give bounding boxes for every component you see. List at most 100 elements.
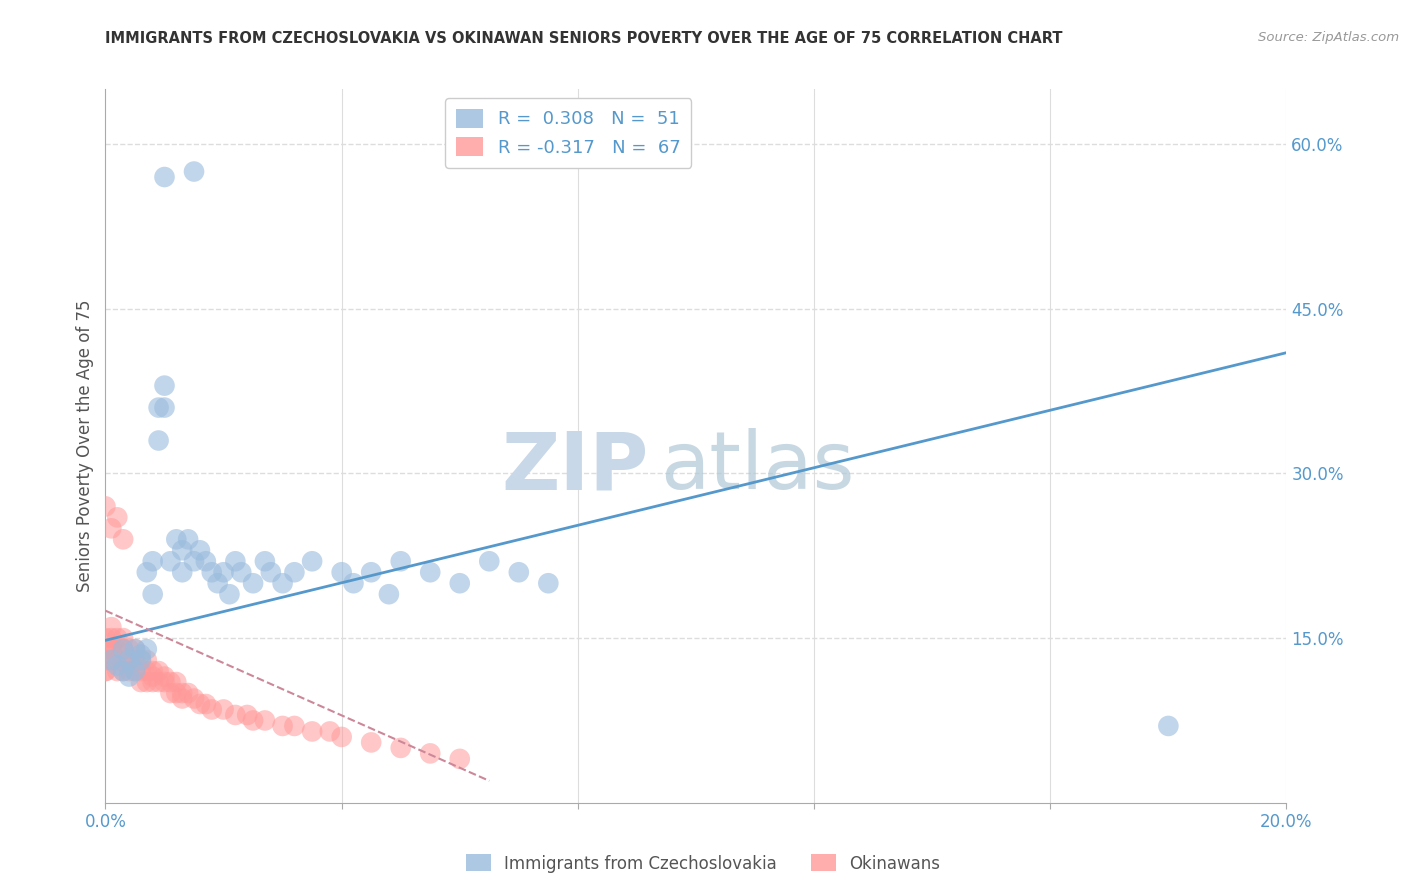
Legend: Immigrants from Czechoslovakia, Okinawans: Immigrants from Czechoslovakia, Okinawan…: [460, 847, 946, 880]
Point: [105, 664, 128, 678]
Point: [142, 587, 165, 601]
Point: [124, 642, 146, 657]
Point: [112, 664, 135, 678]
Point: [148, 664, 170, 678]
Point: [148, 401, 170, 415]
Text: atlas: atlas: [661, 428, 855, 507]
Point: [183, 554, 205, 568]
Point: [231, 566, 253, 580]
Point: [342, 576, 364, 591]
Point: [194, 554, 217, 568]
Point: [360, 566, 382, 580]
Point: [118, 653, 141, 667]
Point: [153, 401, 176, 415]
Point: [378, 587, 401, 601]
Legend: R =  0.308   N =  51, R = -0.317   N =  67: R = 0.308 N = 51, R = -0.317 N = 67: [446, 98, 692, 168]
Point: [1157, 719, 1180, 733]
Point: [177, 533, 200, 547]
Point: [159, 554, 181, 568]
Point: [508, 566, 530, 580]
Point: [165, 686, 187, 700]
Point: [419, 747, 441, 761]
Point: [236, 708, 259, 723]
Text: Source: ZipAtlas.com: Source: ZipAtlas.com: [1258, 31, 1399, 45]
Point: [135, 566, 157, 580]
Point: [330, 730, 353, 744]
Point: [319, 724, 342, 739]
Point: [148, 675, 170, 690]
Point: [330, 566, 353, 580]
Point: [153, 378, 176, 392]
Point: [142, 664, 165, 678]
Point: [124, 642, 146, 657]
Point: [94, 642, 117, 657]
Point: [212, 702, 235, 716]
Point: [271, 719, 294, 733]
Point: [283, 566, 305, 580]
Point: [188, 543, 211, 558]
Point: [100, 653, 122, 667]
Point: [283, 719, 305, 733]
Point: [301, 724, 323, 739]
Point: [135, 653, 157, 667]
Point: [449, 752, 471, 766]
Point: [201, 702, 224, 716]
Point: [183, 164, 205, 178]
Point: [124, 664, 146, 678]
Point: [177, 686, 200, 700]
Point: [105, 510, 128, 524]
Point: [194, 697, 217, 711]
Point: [253, 554, 276, 568]
Point: [271, 576, 294, 591]
Point: [212, 566, 235, 580]
Point: [100, 642, 122, 657]
Point: [94, 664, 117, 678]
Point: [105, 642, 128, 657]
Point: [118, 653, 141, 667]
Point: [172, 686, 194, 700]
Point: [129, 653, 152, 667]
Point: [153, 675, 176, 690]
Point: [118, 669, 141, 683]
Text: IMMIGRANTS FROM CZECHOSLOVAKIA VS OKINAWAN SENIORS POVERTY OVER THE AGE OF 75 CO: IMMIGRANTS FROM CZECHOSLOVAKIA VS OKINAW…: [105, 31, 1063, 46]
Point: [100, 653, 122, 667]
Point: [112, 664, 135, 678]
Point: [118, 664, 141, 678]
Point: [112, 642, 135, 657]
Point: [124, 664, 146, 678]
Point: [112, 642, 135, 657]
Point: [172, 566, 194, 580]
Point: [124, 653, 146, 667]
Point: [389, 554, 412, 568]
Point: [94, 631, 117, 645]
Point: [94, 500, 117, 514]
Point: [112, 631, 135, 645]
Point: [112, 653, 135, 667]
Point: [389, 740, 412, 755]
Point: [172, 691, 194, 706]
Point: [100, 631, 122, 645]
Point: [165, 533, 187, 547]
Point: [218, 587, 240, 601]
Point: [153, 169, 176, 184]
Point: [224, 554, 246, 568]
Point: [224, 708, 246, 723]
Point: [135, 642, 157, 657]
Point: [449, 576, 471, 591]
Point: [242, 714, 264, 728]
Point: [159, 675, 181, 690]
Point: [142, 675, 165, 690]
Point: [419, 566, 441, 580]
Point: [260, 566, 283, 580]
Point: [100, 521, 122, 535]
Point: [129, 675, 152, 690]
Point: [183, 691, 205, 706]
Point: [105, 658, 128, 673]
Point: [165, 675, 187, 690]
Point: [159, 686, 181, 700]
Point: [153, 669, 176, 683]
Point: [188, 697, 211, 711]
Point: [94, 653, 117, 667]
Point: [142, 554, 165, 568]
Point: [478, 554, 501, 568]
